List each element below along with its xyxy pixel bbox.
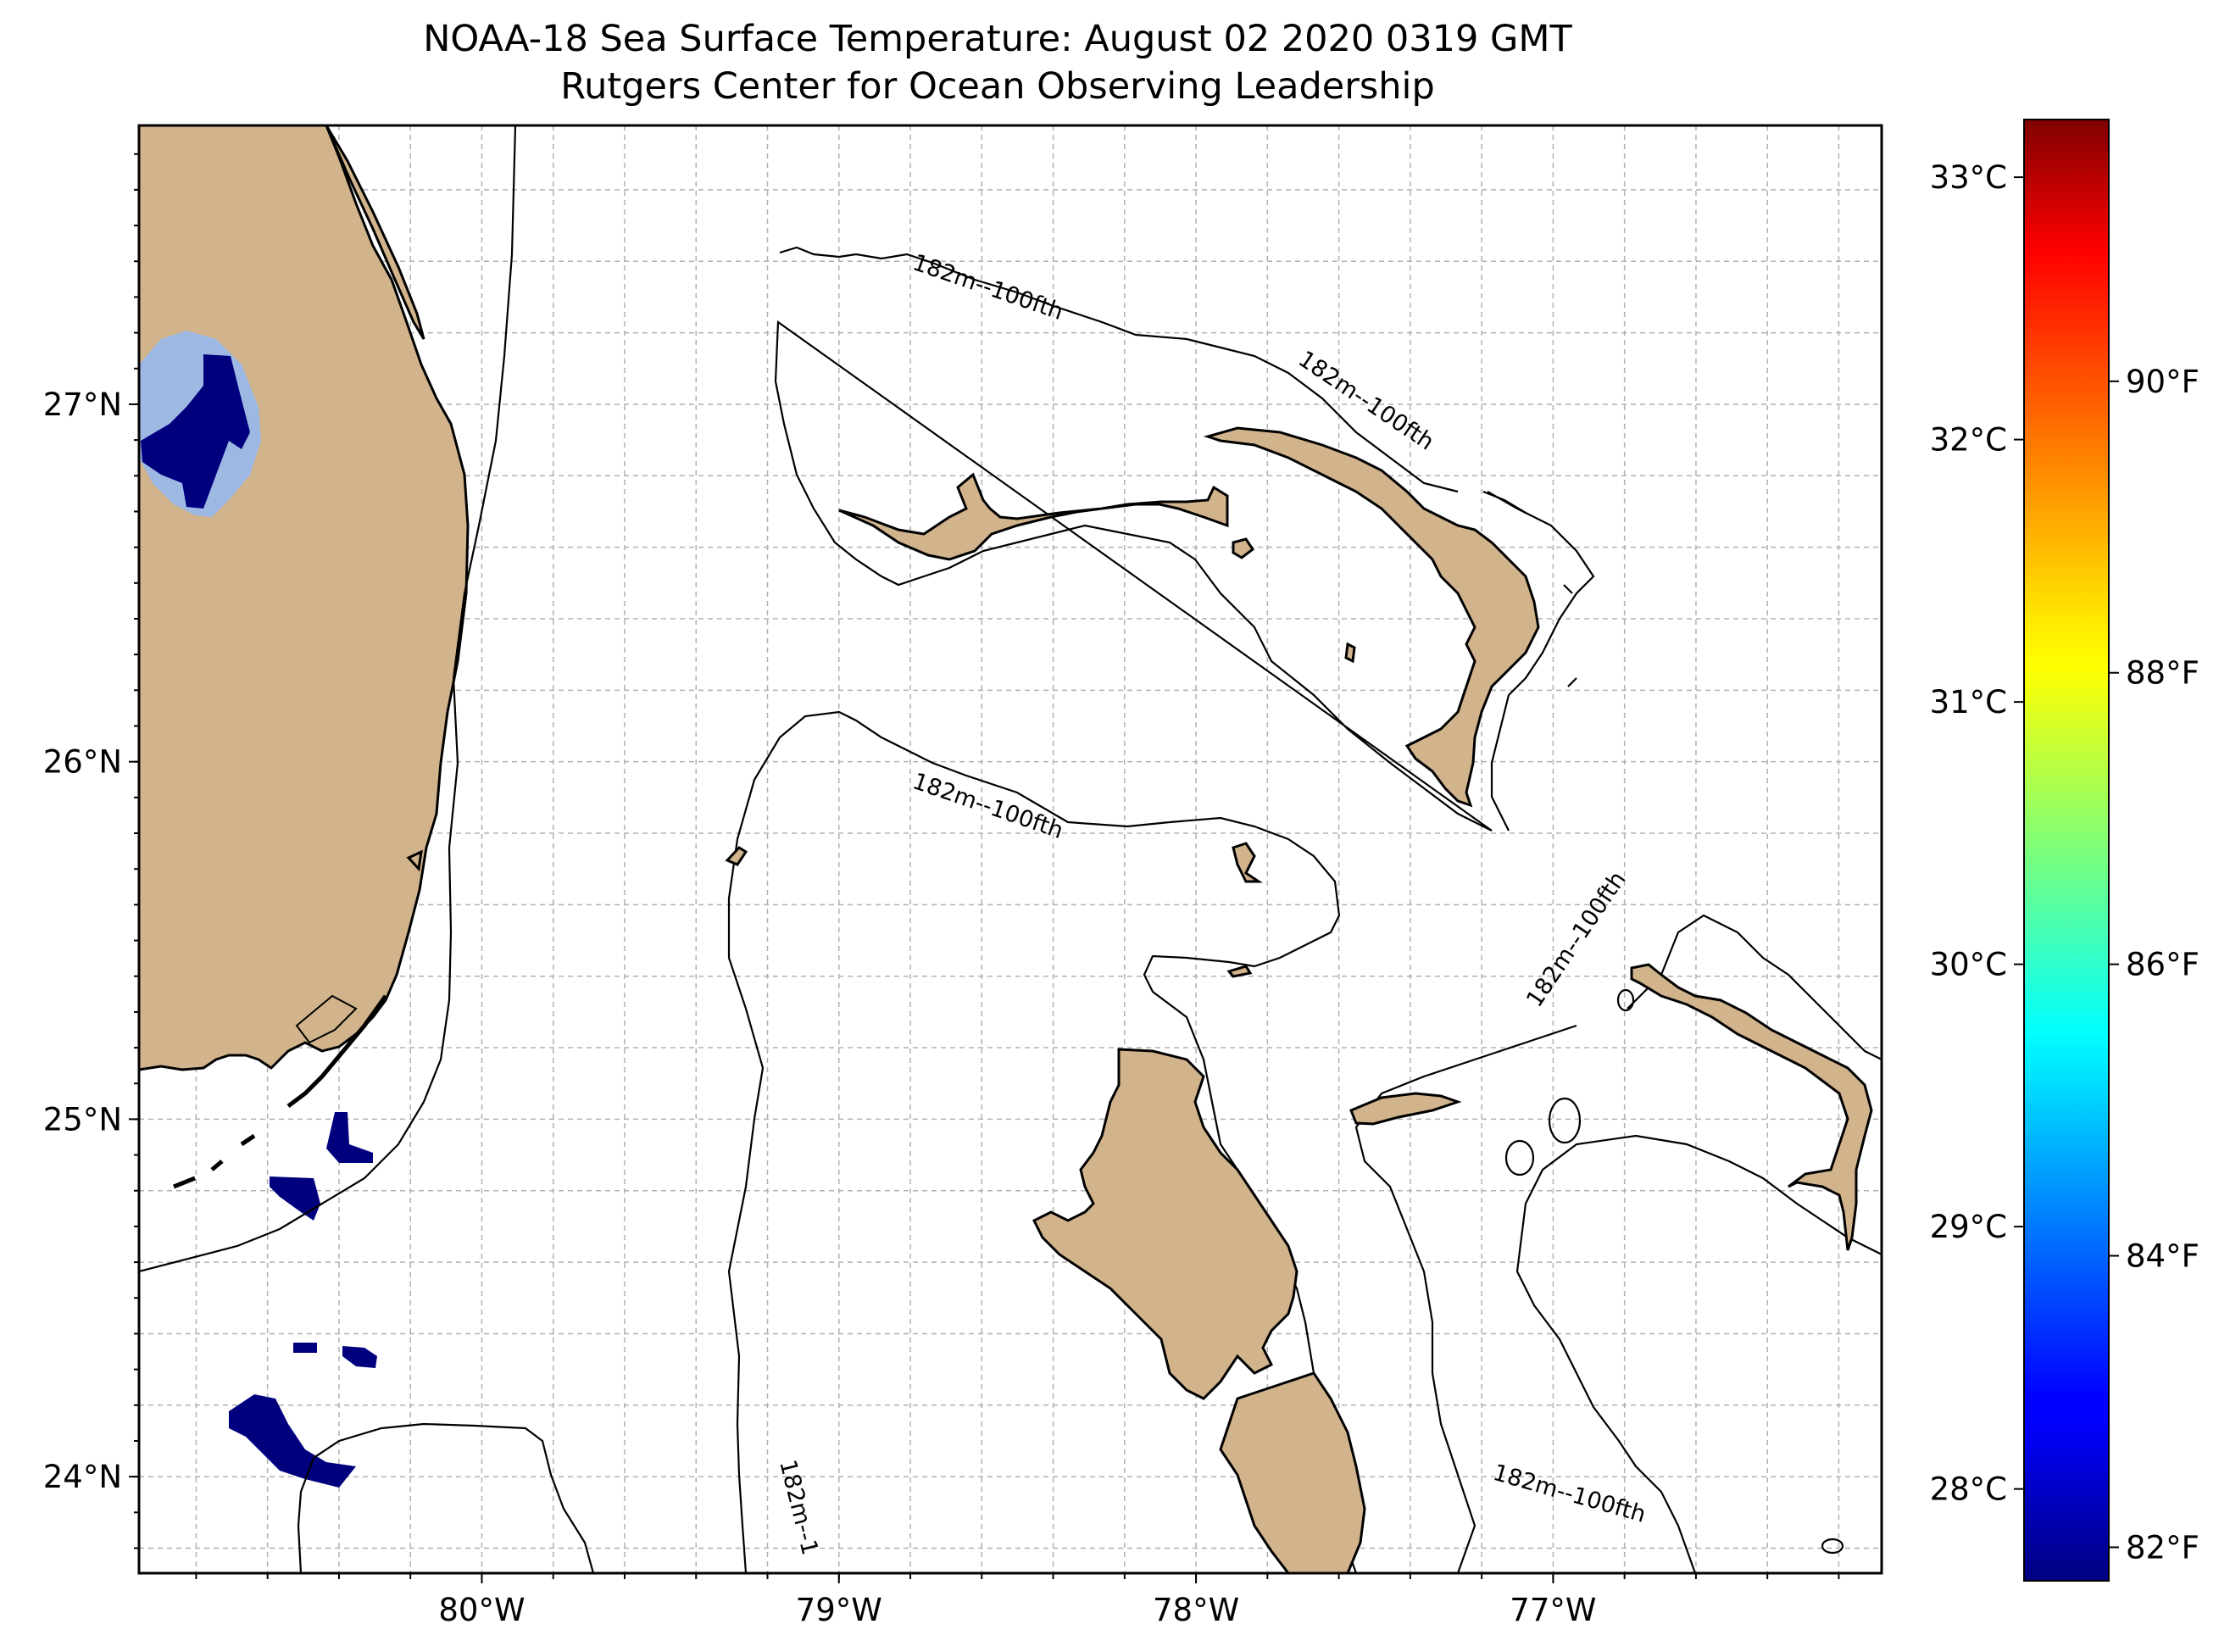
map-axes: 80°W 79°W 78°W 77°W 27°N 26°N 25°N 24°N	[43, 153, 1840, 1628]
map-title: NOAA-18 Sea Surface Temperature: August …	[0, 15, 1995, 110]
lon-tick-label: 77°W	[1510, 1592, 1596, 1628]
bahamas-islands	[406, 426, 1873, 1573]
title-line-2: Rutgers Center for Ocean Observing Leade…	[560, 65, 1435, 108]
land-biminis	[725, 846, 748, 866]
land-eleuthera	[1630, 963, 1873, 1251]
celsius-tick-label: 28°C	[1930, 1471, 2007, 1508]
sst-patch-keys-3	[293, 1343, 317, 1353]
celsius-tick-label: 30°C	[1930, 947, 2007, 983]
contour-little-bahama-bank	[774, 246, 1595, 832]
celsius-tick-label: 32°C	[1930, 422, 2007, 459]
lon-tick-label: 78°W	[1153, 1592, 1239, 1628]
fahrenheit-tick-label: 86°F	[2126, 947, 2199, 983]
contour-islet-2	[1504, 1139, 1535, 1176]
map-frame	[137, 124, 1883, 1575]
land-exuma-islet-2	[1344, 642, 1356, 664]
contour-exuma-sound	[1515, 1134, 1882, 1573]
lon-tick-label: 80°W	[438, 1592, 525, 1628]
land-exuma-islet-3	[1226, 965, 1253, 978]
land-berry-islands	[1349, 1092, 1462, 1126]
lat-tick-label: 26°N	[43, 744, 122, 781]
land-florida-barrier	[325, 125, 425, 340]
contour-islet-4	[1821, 1538, 1844, 1555]
contour-islet-3	[1616, 988, 1635, 1012]
land-florida-mainland-islet	[406, 849, 423, 872]
fahrenheit-tick-label: 90°F	[2126, 364, 2199, 400]
land-abaco	[1203, 426, 1540, 808]
celsius-tick-label: 29°C	[1930, 1209, 2007, 1245]
bathymetry-contours	[139, 125, 1882, 1573]
land-key-west	[295, 994, 358, 1044]
colorbar: 28°C 29°C 30°C 31°C 32°C 33°C 82°F 84°F 86°F 88°F…	[1930, 119, 2199, 1582]
sst-patch-keys-4	[342, 1346, 377, 1368]
land-florida-keys	[173, 994, 388, 1189]
lat-tick-label: 27°N	[43, 387, 122, 423]
celsius-tick-label: 31°C	[1930, 684, 2007, 720]
contour-abaco-east	[1482, 490, 1577, 687]
fahrenheit-tick-label: 88°F	[2126, 655, 2199, 692]
land-grand-bahama	[838, 472, 1229, 561]
land-exuma-islet-4	[1232, 842, 1263, 883]
colorbar-ticks: 28°C 29°C 30°C 31°C 32°C 33°C 82°F 84°F 86°F 88°F…	[1930, 159, 2199, 1566]
land-andros	[1032, 1048, 1299, 1400]
sst-patch-keys-1	[326, 1112, 373, 1163]
contour-cay-sal	[297, 1422, 595, 1573]
sst-pixels	[139, 331, 377, 1488]
sst-lake-okeechobee-dark	[141, 354, 250, 509]
contour-andros-east	[1354, 914, 1882, 1573]
fahrenheit-tick-label: 82°F	[2126, 1529, 2199, 1566]
land-exuma-islet-1	[1232, 537, 1255, 559]
contour-florida-shelf	[139, 125, 517, 1273]
contour-islet-1	[1548, 1097, 1582, 1144]
lat-tick-label: 24°N	[43, 1459, 122, 1495]
fahrenheit-tick-label: 84°F	[2126, 1238, 2199, 1275]
lat-tick-label: 25°N	[43, 1101, 122, 1137]
land-andros-south	[1219, 1371, 1366, 1573]
sst-patch-cuba-shelf	[229, 1394, 356, 1488]
celsius-tick-label: 33°C	[1930, 159, 2007, 196]
sst-patch-keys-2	[270, 1176, 320, 1221]
map-area: 182m--100fth 182m--100fth 182m--100fth 1…	[139, 125, 1882, 1573]
lon-tick-label: 79°W	[796, 1592, 882, 1628]
title-line-1: NOAA-18 Sea Surface Temperature: August …	[423, 18, 1572, 60]
colorbar-gradient	[2023, 119, 2110, 1582]
